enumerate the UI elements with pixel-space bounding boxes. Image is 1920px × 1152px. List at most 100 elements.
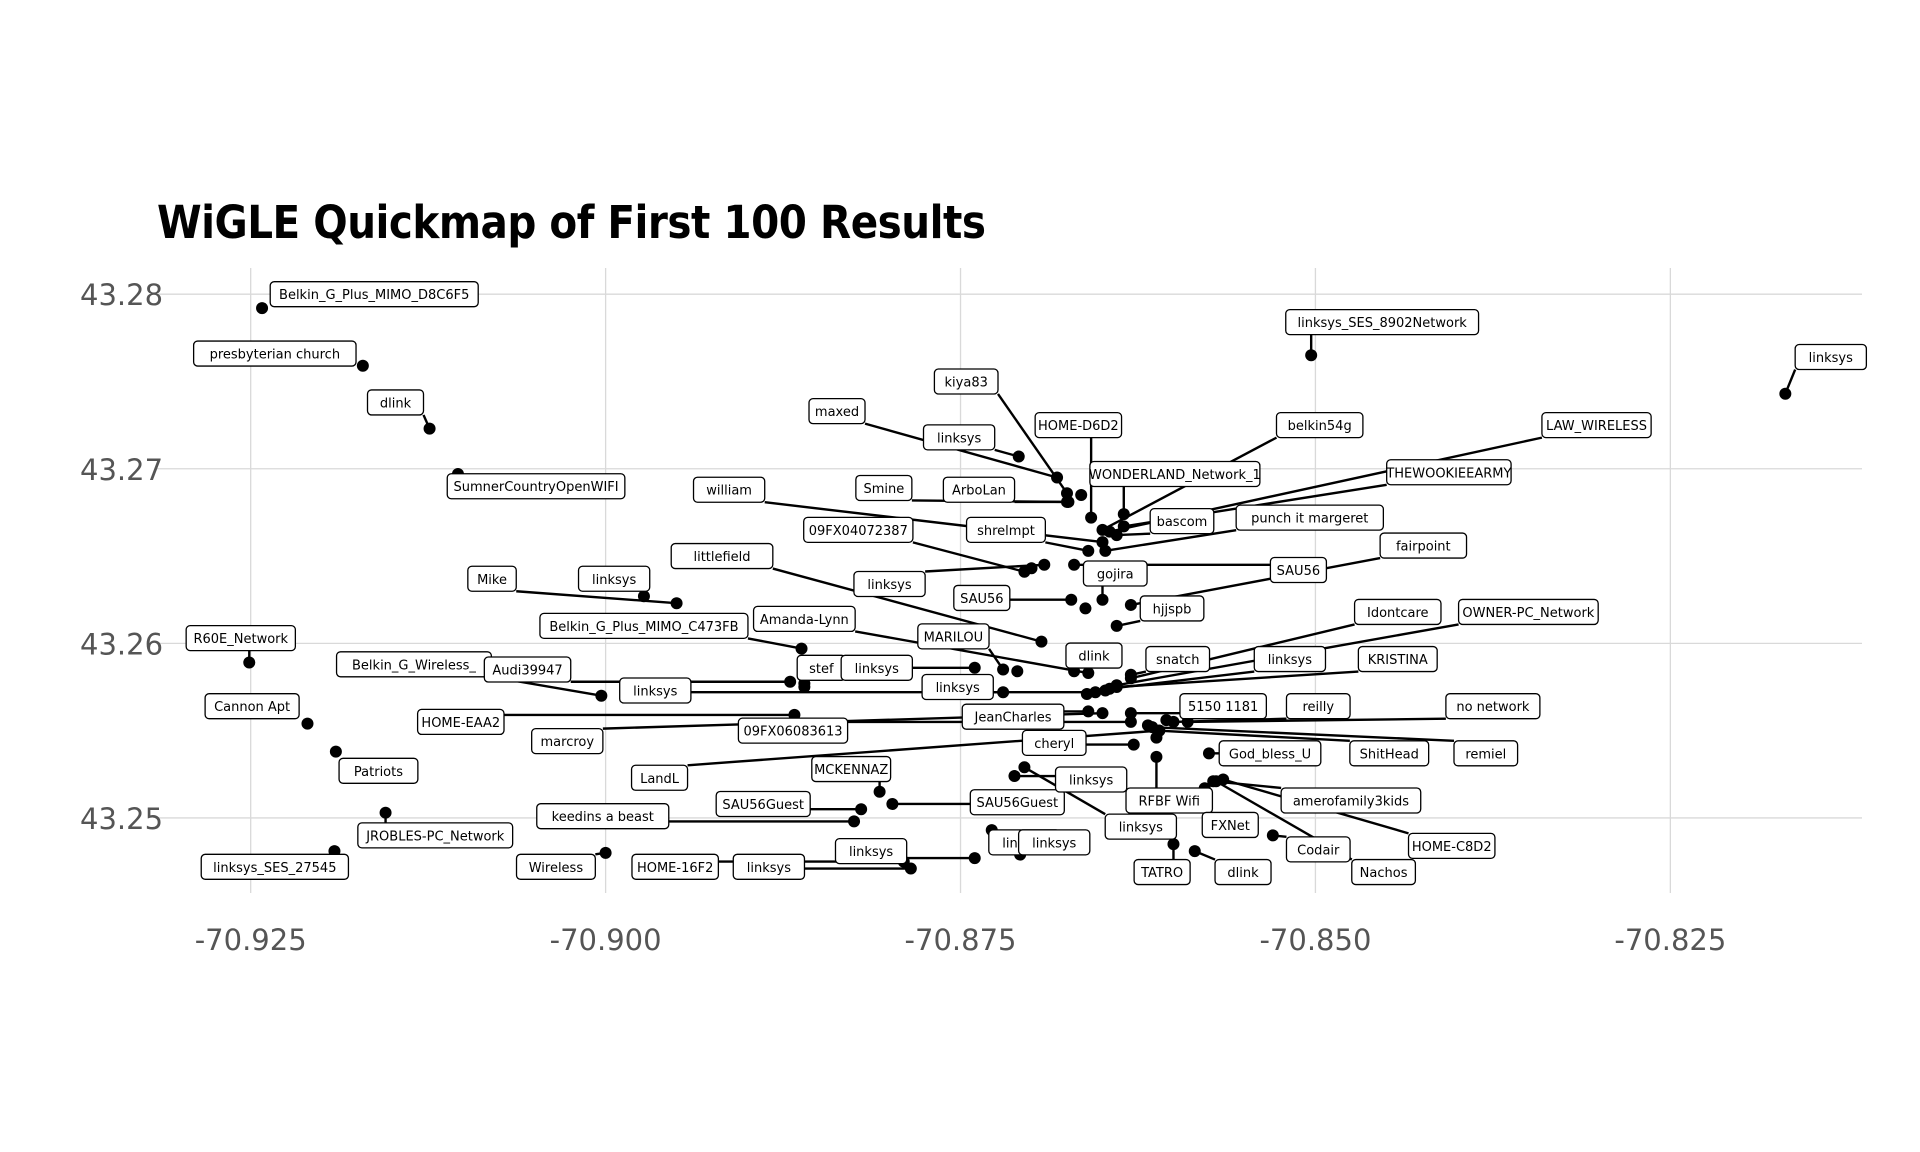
network-label-box: [515, 853, 596, 880]
network-label-box: [467, 565, 517, 592]
network-ssid-label: Audi39947: [492, 664, 562, 679]
label-connector: [516, 590, 677, 605]
network-point: [1117, 520, 1130, 533]
network-point: [1082, 667, 1095, 680]
network-label-box: [204, 693, 300, 720]
network-label: linksys: [921, 673, 994, 701]
network-ssid-label: littlefield: [693, 550, 750, 565]
network-label: SAU56Guest: [715, 790, 811, 818]
label-connector: [747, 637, 802, 650]
network-label: 5150 1181: [1179, 693, 1268, 720]
network-label: MARILOU: [917, 623, 990, 650]
network-point: [595, 689, 608, 702]
network-label-box: [1794, 343, 1868, 371]
network-point: [1217, 773, 1230, 786]
network-label: 09FX04072387: [803, 516, 914, 544]
network-point: [1038, 558, 1051, 571]
network-label: LAW_WIRELESS: [1541, 411, 1652, 439]
network-point: [1018, 761, 1031, 774]
network-ssid-label: SAU56: [960, 592, 1003, 607]
network-label: reilly: [1285, 693, 1351, 720]
network-point: [1012, 450, 1025, 463]
network-ssid-label: amerofamily3kids: [1293, 794, 1409, 809]
network-label: punch it margeret: [1235, 504, 1385, 531]
network-ssid-label: maxed: [815, 405, 859, 420]
network-ssid-label: dlink: [1078, 650, 1110, 665]
network-ssid-label: HOME-16F2: [637, 861, 713, 876]
network-ssid-label: fairpoint: [1396, 540, 1451, 555]
network-ssid-label: hjjspb: [1153, 602, 1192, 617]
network-ssid-label: JeanCharles: [974, 711, 1052, 726]
network-point: [1008, 770, 1021, 783]
network-ssid-label: 09FX04072387: [809, 524, 908, 539]
network-point: [1075, 488, 1088, 501]
network-label-box: [539, 612, 749, 640]
network-point: [243, 656, 256, 669]
network-point: [1035, 635, 1048, 648]
network-point: [1266, 829, 1279, 842]
network-label-box: [577, 565, 651, 592]
network-label-box: [752, 605, 856, 633]
network-ssid-label: Idontcare: [1367, 606, 1429, 621]
network-ssid-label: bascom: [1157, 515, 1208, 530]
network-label-box: [1149, 507, 1215, 535]
network-label: linksys: [1017, 829, 1091, 856]
network-ssid-label: FXNet: [1211, 819, 1250, 834]
network-label-box: [338, 757, 419, 784]
network-label-box: [737, 717, 849, 744]
network-label-box: [1349, 740, 1430, 767]
network-label: SAU56: [1269, 556, 1328, 584]
network-ssid-label: linksys_SES_27545: [213, 861, 336, 876]
network-label-box: [922, 424, 996, 451]
network-point: [997, 686, 1010, 699]
network-ssid-label: HOME-C8D2: [1412, 840, 1492, 855]
network-label: Wireless: [515, 853, 596, 880]
network-ssid-label: 09FX06083613: [743, 725, 842, 740]
network-point: [1188, 845, 1201, 858]
network-ssid-label: no network: [1456, 700, 1530, 715]
network-label: Belkin_G_Plus_MIMO_D8C6F5: [269, 281, 479, 308]
x-tick-label: -70.900: [550, 923, 662, 957]
network-label: Nachos: [1351, 858, 1417, 886]
network-ssid-label: OWNER-PC_Network: [1462, 606, 1594, 621]
network-ssid-label: 5150 1181: [1188, 700, 1258, 715]
network-ssid-label: HOME-D6D2: [1038, 419, 1119, 434]
network-label-box: [631, 853, 720, 880]
network-point: [1167, 715, 1180, 728]
network-point: [670, 597, 683, 610]
network-label: amerofamily3kids: [1280, 787, 1422, 814]
network-label-box: [1139, 595, 1205, 622]
network-point: [1082, 705, 1095, 718]
network-label: linksys: [834, 837, 908, 865]
network-point: [886, 797, 899, 810]
network-point: [1207, 775, 1220, 788]
network-ssid-label: linksys: [747, 861, 791, 876]
network-point: [1060, 487, 1073, 500]
network-point: [356, 359, 369, 372]
x-tick-label: -70.925: [195, 923, 307, 957]
network-label-box: [1357, 645, 1438, 673]
network-label-box: [1453, 740, 1519, 767]
network-label: HOME-D6D2: [1034, 411, 1123, 439]
network-label-box: [200, 853, 350, 880]
network-point: [1096, 593, 1109, 606]
network-ssid-label: linksys: [867, 578, 911, 593]
y-tick-label: 43.28: [80, 278, 163, 312]
network-label-box: [1133, 858, 1191, 886]
network-ssid-label: Belkin_G_Wireless_: [352, 658, 476, 673]
network-ssid-label: RFBF Wifi: [1138, 794, 1199, 809]
network-ssid-label: presbyterian church: [210, 348, 341, 363]
network-ssid-label: linksys: [937, 431, 981, 446]
network-label: william: [692, 476, 766, 503]
network-point: [637, 590, 650, 603]
network-label-box: [1280, 787, 1422, 814]
network-ssid-label: linksys_SES_8902Network: [1298, 316, 1468, 331]
network-label-box: [1235, 504, 1385, 531]
network-point: [1202, 747, 1215, 760]
network-point: [904, 862, 917, 875]
network-label: linksys_SES_8902Network: [1285, 308, 1480, 336]
network-ssid-label: Codair: [1297, 843, 1340, 858]
network-ssid-label: marcroy: [541, 735, 595, 750]
network-label-box: [855, 474, 913, 502]
network-label-box: [1214, 858, 1272, 886]
